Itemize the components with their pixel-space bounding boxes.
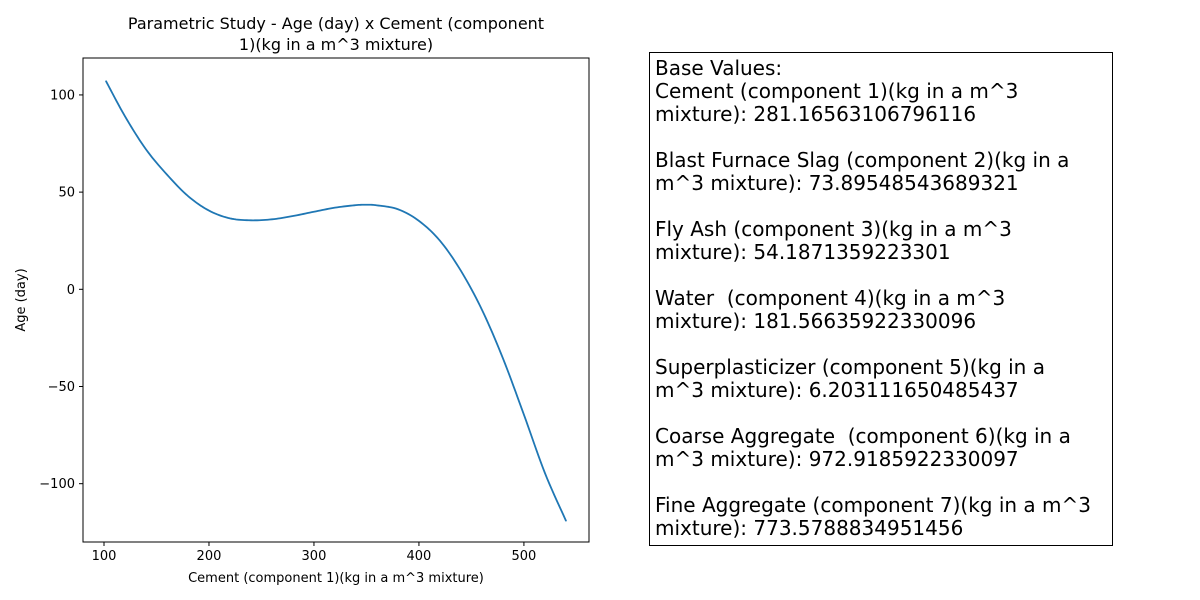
chart-title: Parametric Study - Age (day) x Cement (c…	[128, 14, 544, 54]
x-tick-label: 300	[302, 549, 327, 564]
base-value-water: Water (component 4)(kg in a m^3	[655, 286, 1006, 310]
spacer	[655, 471, 1112, 494]
spacer	[655, 126, 1112, 149]
base-values-heading: Base Values:	[655, 56, 783, 80]
y-tick-label: −100	[39, 477, 75, 492]
chart-title-line: 1)(kg in a m^3 mixture)	[239, 35, 433, 54]
spacer	[655, 333, 1112, 356]
base-value-fly-ash-value: mixture): 54.1871359223301	[655, 240, 951, 264]
y-tick-label: 0	[67, 283, 75, 298]
base-value-coarse-aggregate-value: m^3 mixture): 972.9185922330097	[655, 447, 1019, 471]
base-value-slag: Blast Furnace Slag (component 2)(kg in a	[655, 148, 1070, 172]
x-tick-label: 100	[92, 549, 117, 564]
x-axis-label: Cement (component 1)(kg in a m^3 mixture…	[188, 571, 484, 586]
spacer	[655, 195, 1112, 218]
base-value-superplasticizer-value: m^3 mixture): 6.203111650485437	[655, 378, 1019, 402]
y-axis-ticks: 100 50 0 −50 −100	[39, 88, 83, 492]
spacer	[655, 264, 1112, 287]
base-value-coarse-aggregate: Coarse Aggregate (component 6)(kg in a	[655, 424, 1071, 448]
x-tick-label: 500	[511, 549, 536, 564]
x-tick-label: 400	[407, 549, 432, 564]
base-value-cement-value: mixture): 281.16563106796116	[655, 102, 977, 126]
base-value-fly-ash: Fly Ash (component 3)(kg in a m^3	[655, 217, 1012, 241]
y-tick-label: 50	[58, 186, 75, 201]
y-tick-label: 100	[50, 88, 75, 103]
base-values-box: Base Values: Cement (component 1)(kg in …	[649, 52, 1113, 546]
x-tick-label: 200	[197, 549, 222, 564]
base-value-fine-aggregate: Fine Aggregate (component 7)(kg in a m^3	[655, 493, 1091, 517]
y-axis-label: Age (day)	[14, 268, 29, 331]
spacer	[655, 402, 1112, 425]
base-value-fine-aggregate-value: mixture): 773.5788834951456	[655, 516, 964, 540]
series-line	[105, 80, 567, 522]
x-axis-ticks: 100 200 300 400 500	[92, 542, 536, 564]
parametric-chart: Parametric Study - Age (day) x Cement (c…	[14, 14, 590, 586]
plot-area	[82, 57, 590, 543]
base-value-cement: Cement (component 1)(kg in a m^3	[655, 79, 1019, 103]
base-value-slag-value: m^3 mixture): 73.89548543689321	[655, 171, 1019, 195]
base-value-water-value: mixture): 181.56635922330096	[655, 309, 977, 333]
base-value-superplasticizer: Superplasticizer (component 5)(kg in a	[655, 355, 1045, 379]
chart-title-line: Parametric Study - Age (day) x Cement (c…	[128, 14, 544, 33]
y-tick-label: −50	[48, 380, 75, 395]
